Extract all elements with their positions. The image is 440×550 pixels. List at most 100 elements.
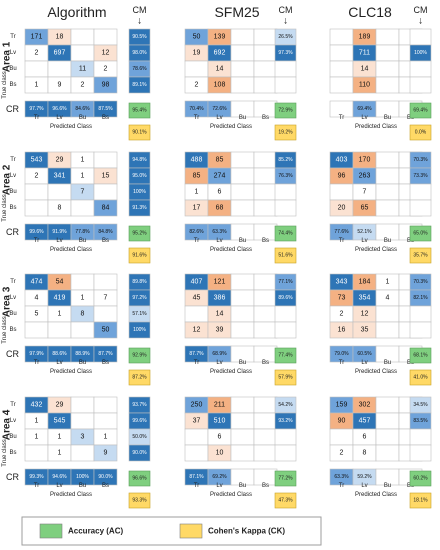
true-class-tick: Bu [9, 434, 16, 440]
accuracy-box [128, 347, 151, 364]
matrix-value: 10 [216, 450, 224, 457]
cm-value: 85.2% [278, 157, 293, 163]
matrix-cell [230, 60, 255, 78]
legend-swatch [179, 523, 203, 539]
cr-value: 97.9% [29, 351, 44, 357]
accuracy-box [128, 470, 151, 487]
matrix-cell [230, 44, 255, 62]
predicted-class-tick: Tr [339, 238, 344, 244]
matrix-value: 1 [81, 295, 85, 302]
matrix-cell [47, 60, 72, 78]
matrix-cell [24, 199, 49, 217]
accuracy-box [409, 470, 432, 487]
cr-label: CR [6, 227, 19, 237]
kappa-value: 18.1% [413, 498, 428, 504]
matrix-value: 139 [214, 34, 226, 41]
cr-value: 97.7% [29, 106, 44, 112]
cr-value: 79.0% [334, 351, 349, 357]
matrix-value: 184 [359, 279, 371, 286]
matrix-value: 543 [31, 157, 43, 164]
cr-value: 84.8% [98, 229, 113, 235]
predicted-class-tick: Bu [79, 115, 86, 121]
true-class-tick: Bu [9, 189, 16, 195]
cm-header-label: CM [414, 5, 428, 15]
cm-cell [409, 76, 432, 94]
matrix-value: 6 [363, 434, 367, 441]
matrix-cell [375, 28, 400, 46]
matrix-value: 5 [35, 311, 39, 318]
true-class-tick: Bs [9, 205, 16, 211]
cm-value: 89.1% [132, 82, 147, 88]
matrix-cell [375, 151, 400, 169]
cm-value: 93.2% [278, 418, 293, 424]
predicted-class-tick: Tr [194, 115, 199, 121]
cm-cell [409, 321, 432, 339]
matrix-value: 407 [191, 279, 203, 286]
cm-value: 100% [414, 50, 427, 56]
matrix-cell [253, 321, 278, 339]
matrix-cell [329, 44, 354, 62]
cm-cell [128, 444, 151, 462]
kappa-box [128, 369, 151, 386]
matrix-value: 1 [35, 418, 39, 425]
matrix-value: 341 [54, 173, 66, 180]
kappa-box [128, 124, 151, 141]
matrix-value: 17 [193, 205, 201, 212]
matrix-cell [24, 183, 49, 201]
legend-label: Cohen's Kappa (CK) [208, 527, 285, 536]
matrix-cell [93, 151, 118, 169]
matrix-value: 121 [214, 279, 226, 286]
predicted-class-tick: Bu [239, 115, 246, 121]
predicted-class-tick: Lv [361, 115, 367, 121]
cm-cell [409, 428, 432, 446]
cr-label: CR [6, 349, 19, 359]
cr-value: 52.1% [357, 229, 372, 235]
predicted-class-label: Predicted Class [355, 492, 397, 498]
cr-value: 69.4% [357, 106, 372, 112]
kappa-value: 19.2% [278, 130, 293, 136]
matrix-cell [93, 412, 118, 430]
area-label: Area 1 [2, 41, 13, 72]
matrix-cell [93, 321, 118, 339]
predicted-class-label: Predicted Class [210, 124, 252, 130]
matrix-cell [253, 183, 278, 201]
cr-label: CR [6, 104, 19, 114]
predicted-class-tick: Tr [34, 483, 39, 489]
cm-value: 50.0% [132, 434, 147, 440]
matrix-cell [93, 273, 118, 291]
kappa-box [409, 247, 432, 264]
matrix-cell [70, 199, 95, 217]
cr-cell [93, 345, 118, 363]
cm-value: 77.1% [278, 279, 293, 285]
matrix-cell [375, 444, 400, 462]
matrix-value: 7 [81, 189, 85, 196]
true-class-tick: Lv [10, 418, 16, 424]
predicted-class-tick: Tr [34, 115, 39, 121]
cr-value: 84.6% [75, 106, 90, 112]
predicted-class-tick: Bs [262, 360, 269, 366]
legend-swatch [39, 523, 63, 539]
matrix-value: 29 [56, 157, 64, 164]
matrix-value: 98 [102, 82, 110, 89]
accuracy-value: 92.9% [132, 353, 147, 359]
cr-value: 77.6% [334, 229, 349, 235]
matrix-cell [93, 199, 118, 217]
matrix-value: 1 [58, 434, 62, 441]
cr-value: 91.9% [52, 229, 67, 235]
matrix-cell [375, 321, 400, 339]
cm-value: 97.3% [278, 50, 293, 56]
cr-value: 87.1% [189, 474, 204, 480]
matrix-value: 1 [81, 173, 85, 180]
matrix-value: 8 [81, 311, 85, 318]
matrix-cell [230, 273, 255, 291]
cm-cell [409, 183, 432, 201]
cm-value: 57.1% [132, 311, 147, 317]
legend-label: Accuracy (AC) [68, 527, 123, 536]
cr-value: 77.8% [75, 229, 90, 235]
accuracy-value: 95.2% [132, 231, 147, 237]
matrix-cell [184, 305, 209, 323]
predicted-class-tick: Lv [216, 483, 222, 489]
matrix-cell [230, 183, 255, 201]
matrix-value: 1 [195, 189, 199, 196]
matrix-value: 12 [102, 50, 110, 57]
